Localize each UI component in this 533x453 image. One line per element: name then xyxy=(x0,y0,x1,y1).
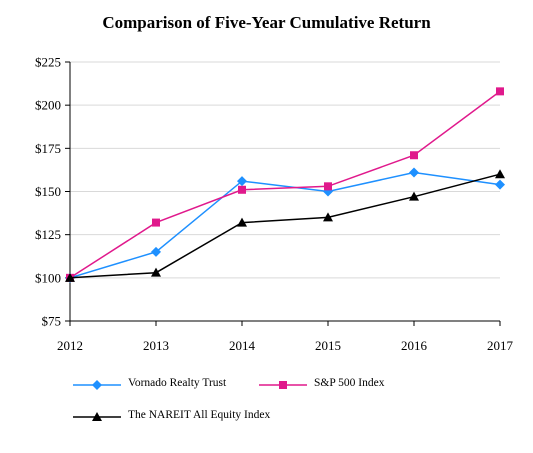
data-point xyxy=(151,267,161,277)
legend-label-sp500: S&P 500 Index xyxy=(314,377,385,389)
legend-label-vornado: Vornado Realty Trust xyxy=(128,377,227,389)
x-tick-label: 2014 xyxy=(229,338,256,353)
data-point xyxy=(152,218,160,227)
legend-swatch-nareit xyxy=(73,412,121,421)
chart-title: Comparison of Five-Year Cumulative Retur… xyxy=(102,13,431,32)
data-point xyxy=(238,185,246,194)
series-line-1 xyxy=(69,171,501,279)
data-point xyxy=(323,212,333,222)
data-point xyxy=(495,169,505,179)
data-point xyxy=(496,87,504,96)
y-tick-label: $100 xyxy=(35,270,61,285)
x-tick-label: 2017 xyxy=(487,338,514,353)
legend-label-nareit: The NAREIT All Equity Index xyxy=(128,409,271,421)
data-point xyxy=(409,167,419,178)
data-point xyxy=(65,272,75,282)
data-point xyxy=(495,179,505,190)
series-group xyxy=(65,87,505,283)
gridlines xyxy=(70,61,500,279)
data-point xyxy=(237,217,247,227)
legend-swatch-sp500 xyxy=(259,381,307,389)
y-tick-label: $75 xyxy=(42,314,62,329)
data-point xyxy=(324,182,332,191)
data-point xyxy=(409,191,419,201)
legend-swatch-vornado xyxy=(73,380,121,390)
data-point xyxy=(410,151,418,160)
y-tick-label: $225 xyxy=(35,55,61,70)
x-tick-label: 2013 xyxy=(143,338,169,353)
y-tick-label: $200 xyxy=(35,98,61,113)
y-tick-label: $175 xyxy=(35,141,61,156)
data-point xyxy=(237,176,247,187)
series-line-2 xyxy=(69,90,501,279)
x-axis-ticks: 2012 2013 2014 2015 2016 2017 xyxy=(57,321,514,353)
y-tick-label: $125 xyxy=(35,227,61,242)
x-tick-label: 2012 xyxy=(57,338,83,353)
data-point xyxy=(151,246,161,257)
y-axis-ticks: $75 $100 $125 $150 $175 $200 $225 xyxy=(35,55,70,329)
y-tick-label: $150 xyxy=(35,184,61,199)
x-tick-label: 2016 xyxy=(401,338,428,353)
x-tick-label: 2015 xyxy=(315,338,341,353)
series-line-3 xyxy=(69,173,501,279)
